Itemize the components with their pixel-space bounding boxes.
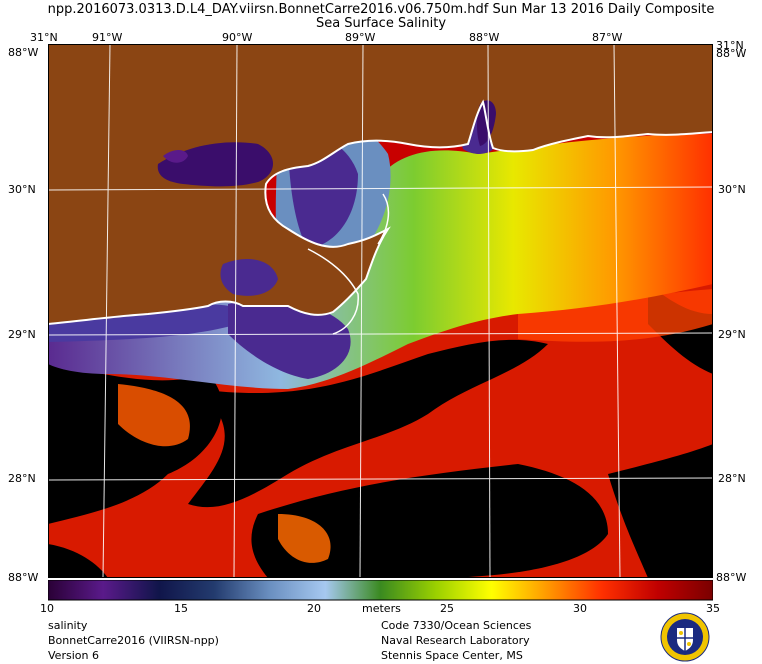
fresh-water-river-mouth [228, 300, 351, 379]
lat-label-left-30n: 30°N [8, 183, 36, 196]
lat-label-left-28n: 28°N [8, 472, 36, 485]
footer-location: Stennis Space Center, MS [381, 649, 523, 662]
colorbar-unit-label: meters [362, 602, 401, 615]
corner-label-bottom-left: 88°W [8, 571, 39, 584]
product-filename-title: npp.2016073.0313.D.L4_DAY.viirsn.BonnetC… [47, 2, 715, 17]
grid-meridian-91w [102, 44, 111, 578]
coastline [48, 99, 713, 325]
lon-label-88w: 88°W [469, 31, 500, 44]
salinity-colorbar [48, 580, 713, 601]
footer-code: Code 7330/Ocean Sciences [381, 619, 532, 632]
grid-meridian-88w [487, 44, 491, 578]
corner-label-top-right: 88°W [716, 47, 747, 60]
graticule [48, 44, 713, 578]
lon-label-89w: 89°W [345, 31, 376, 44]
corner-label-top-left: 88°W [8, 46, 39, 59]
colorbar-tick-25: 25 [440, 602, 454, 615]
grid-parallel-28n [48, 477, 713, 481]
lon-label-87w: 87°W [592, 31, 623, 44]
footer-dataset: BonnetCarre2016 (VIIRSN-npp) [48, 634, 219, 647]
lake-maurepas [163, 150, 188, 163]
orange-plume-west [118, 384, 190, 447]
map-border [48, 44, 713, 578]
no-data-area-south [251, 464, 608, 578]
colorbar-tick-10: 10 [40, 602, 54, 615]
product-parameter-title: Sea Surface Salinity [315, 16, 447, 31]
delta-outline [307, 248, 359, 335]
colorbar-tick-20: 20 [307, 602, 321, 615]
footer-organization: Naval Research Laboratory [381, 634, 530, 647]
colorbar-tick-15: 15 [174, 602, 188, 615]
chandeleur-islands [377, 193, 390, 245]
corner-label-bottom-right: 88°W [716, 571, 747, 584]
lon-label-90w: 90°W [222, 31, 253, 44]
lat-label-right-28n: 28°N [718, 472, 746, 485]
grid-parallel-29n [48, 332, 713, 336]
no-data-area-southeast [608, 444, 713, 578]
footer-version: Version 6 [48, 649, 99, 662]
colorbar-tick-30: 30 [573, 602, 587, 615]
land-mass [48, 44, 713, 324]
lon-label-91w: 91°W [92, 31, 123, 44]
lat-label-top-left: 31°N [30, 31, 58, 44]
nrl-seal-logo [660, 612, 710, 662]
grid-meridian-90w [233, 44, 238, 578]
grid-meridian-87w [613, 44, 621, 578]
lat-label-top-right: 31°N [716, 39, 744, 52]
footer-parameter: salinity [48, 619, 88, 632]
no-data-area-bottom-left [48, 544, 108, 578]
no-data-area-central [188, 339, 548, 508]
orange-plume-south [278, 514, 331, 563]
grid-parallel-30n [48, 186, 713, 191]
grid-meridian-89w [359, 44, 364, 578]
lat-label-left-29n: 29°N [8, 328, 36, 341]
colorbar-gradient [48, 580, 713, 601]
lat-label-right-29n: 29°N [718, 328, 746, 341]
orange-patch-east [518, 289, 713, 342]
lat-label-right-30n: 30°N [718, 183, 746, 196]
barataria-bay [220, 259, 278, 296]
colorbar-tick-35: 35 [706, 602, 720, 615]
salinity-map [48, 44, 713, 578]
